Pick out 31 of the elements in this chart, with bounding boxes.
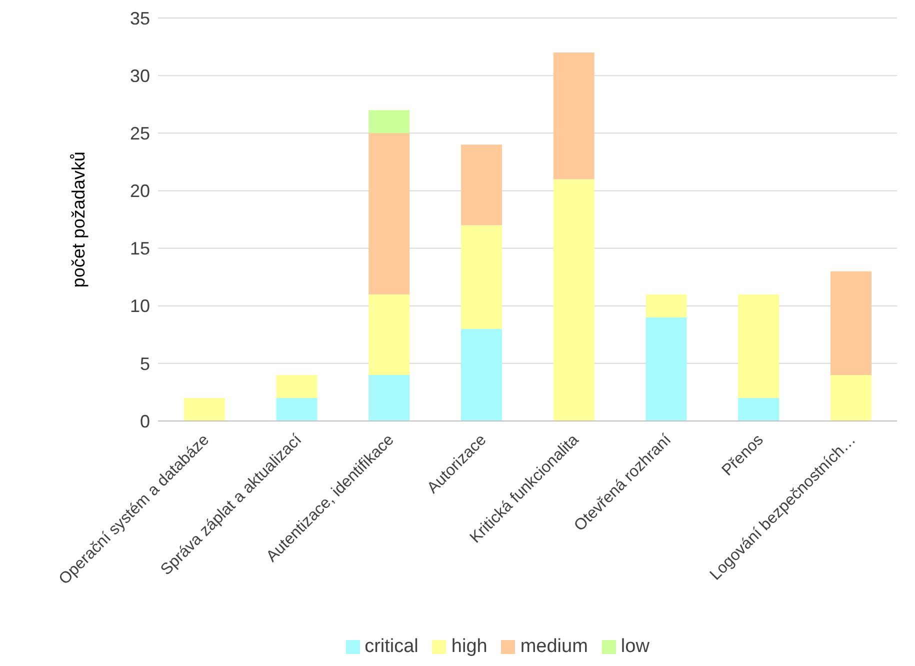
y-tick-label: 0 (140, 411, 150, 432)
bar (276, 398, 318, 421)
y-axis-title: počet požadavků (68, 151, 88, 288)
bar (368, 133, 410, 294)
bar (553, 179, 594, 421)
bar (738, 294, 780, 398)
bar (646, 317, 687, 421)
legend-label: high (451, 636, 488, 658)
bar (553, 52, 594, 180)
y-tick-label: 10 (130, 296, 150, 316)
legend-label: low (620, 636, 650, 658)
legend-label: medium (520, 636, 588, 658)
y-tick-label: 25 (130, 124, 150, 144)
legend-label: critical (364, 636, 418, 658)
bar (460, 225, 502, 329)
bar (830, 374, 872, 421)
bar (368, 294, 410, 375)
bar (368, 110, 410, 134)
y-tick-label: 15 (130, 238, 150, 259)
bar (830, 271, 872, 375)
bar (460, 144, 502, 226)
bar (460, 328, 502, 421)
bar (646, 294, 687, 318)
bar (184, 398, 225, 421)
y-tick-label: 20 (130, 181, 150, 202)
y-tick-label: 35 (130, 8, 150, 28)
y-tick-label: 30 (130, 66, 150, 86)
bar (738, 398, 780, 421)
bar (276, 374, 318, 398)
y-tick-label: 5 (140, 354, 150, 374)
bar (368, 374, 410, 421)
